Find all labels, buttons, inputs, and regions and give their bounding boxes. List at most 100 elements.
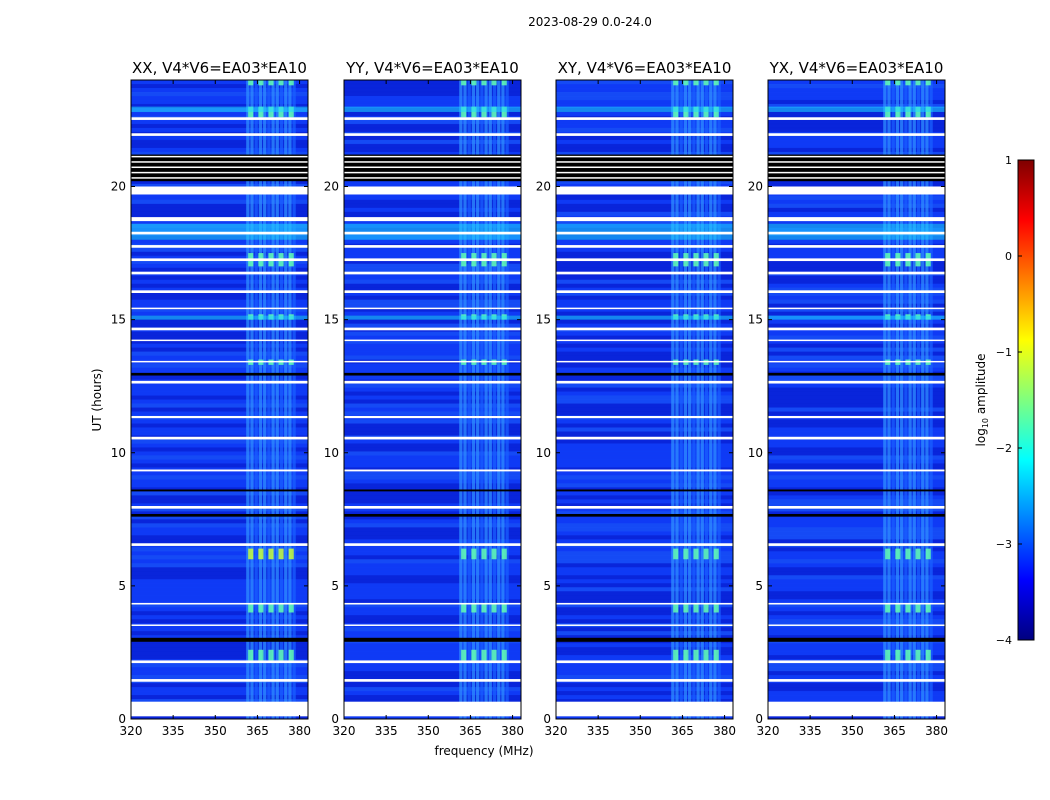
flagged-row: [131, 543, 308, 546]
flagged-row: [344, 380, 521, 384]
heatmap-row: [131, 587, 308, 592]
heatmap-row: [344, 587, 521, 592]
flagged-row: [768, 258, 945, 262]
heatmap-row: [131, 80, 308, 85]
rfi-patch: [683, 604, 689, 613]
heatmap-row: [131, 607, 308, 612]
rfi-patch: [471, 548, 477, 560]
heatmap-row: [344, 399, 521, 404]
heatmap-row: [556, 631, 733, 636]
heatmap-row: [556, 451, 733, 456]
flagged-row: [344, 258, 521, 262]
rfi-patch: [683, 649, 689, 661]
flagged-row: [131, 380, 308, 384]
heatmap-row: [556, 211, 733, 216]
heatmap-row: [131, 399, 308, 404]
heatmap-row: [344, 95, 521, 101]
x-tick-label: 335: [799, 724, 822, 738]
heatmap-row: [131, 351, 308, 356]
heatmap-row: [344, 675, 521, 680]
heatmap-row: [344, 387, 521, 392]
flagged-row: [344, 245, 521, 248]
x-tick-label: 320: [120, 724, 143, 738]
flagged-row: [768, 701, 945, 717]
heatmap-row: [768, 555, 945, 560]
rfi-band: [768, 315, 945, 320]
heatmap-row: [131, 91, 308, 97]
heatmap-row: [556, 635, 733, 640]
rfi-patch: [268, 80, 274, 86]
y-tick-label: 5: [543, 579, 551, 593]
heatmap-row: [344, 443, 521, 448]
heatmap-row: [768, 559, 945, 564]
heatmap-row: [556, 99, 733, 105]
heatmap-row: [131, 575, 308, 580]
heatmap-row: [131, 443, 308, 448]
flagged-row: [131, 177, 308, 179]
heatmap-row: [556, 535, 733, 540]
heatmap-row: [768, 111, 945, 117]
heatmap-row: [556, 439, 733, 444]
heatmap-row: [556, 523, 733, 528]
colorbar-tick-label: 0: [1005, 250, 1012, 263]
heatmap-row: [556, 259, 733, 264]
heatmap-row: [131, 311, 308, 316]
panel-title: YY, V4*V6=EA03*EA10: [345, 59, 519, 77]
heatmap-row: [768, 339, 945, 344]
heatmap-row: [768, 567, 945, 572]
heatmap-row: [344, 615, 521, 620]
heatmap-row: [556, 619, 733, 624]
flagged-row: [344, 436, 521, 440]
heatmap-row: [768, 439, 945, 444]
heatmap-row: [768, 307, 945, 312]
heatmap-row: [344, 103, 521, 109]
flagged-row: [344, 217, 521, 222]
heatmap-row: [131, 451, 308, 456]
heatmap-row: [344, 663, 521, 668]
colorbar-label: log10 amplitude: [974, 354, 990, 447]
rfi-column: [683, 80, 688, 719]
heatmap-row: [344, 247, 521, 252]
rfi-column: [717, 80, 721, 719]
rfi-patch: [703, 604, 709, 613]
rfi-patch: [673, 80, 679, 86]
rfi-column: [254, 80, 258, 719]
rfi-patch: [693, 80, 699, 86]
rfi-column: [263, 80, 267, 719]
heatmap-row: [131, 87, 308, 93]
heatmap-row: [131, 459, 308, 464]
flagged-row: [344, 701, 521, 717]
panel-frame: [555, 79, 734, 720]
rfi-patch: [481, 649, 487, 661]
heatmap-row: [344, 80, 521, 85]
flagged-row: [344, 166, 521, 169]
heatmap-row: [344, 347, 521, 352]
rfi-patch: [258, 548, 264, 560]
heatmap-row: [768, 627, 945, 632]
flagged-row: [131, 360, 308, 363]
heatmap-row: [768, 631, 945, 636]
heatmap-row: [556, 291, 733, 296]
rfi-column: [704, 80, 709, 719]
heatmap-row: [556, 263, 733, 268]
rfi-patch: [471, 604, 477, 613]
rfi-column: [887, 80, 891, 719]
rfi-column: [284, 80, 288, 719]
heatmap-row: [131, 611, 308, 616]
heatmap-row: [556, 475, 733, 480]
rfi-column: [883, 80, 887, 719]
heatmap-row: [344, 627, 521, 632]
rfi-patch: [925, 649, 931, 661]
heatmap-row: [556, 459, 733, 464]
heatmap-row: [768, 387, 945, 392]
colorbar-label-main: log: [974, 428, 988, 446]
x-tick-label: 365: [671, 724, 694, 738]
colorbar-tick-label: −4: [996, 634, 1012, 647]
y-tick-label: 0: [331, 712, 339, 726]
dark-row: [768, 637, 945, 642]
heatmap-row: [768, 363, 945, 368]
heatmap-row: [344, 579, 521, 584]
flagged-row: [556, 258, 733, 262]
heatmap-row: [344, 531, 521, 536]
heatmap-row: [131, 267, 308, 272]
